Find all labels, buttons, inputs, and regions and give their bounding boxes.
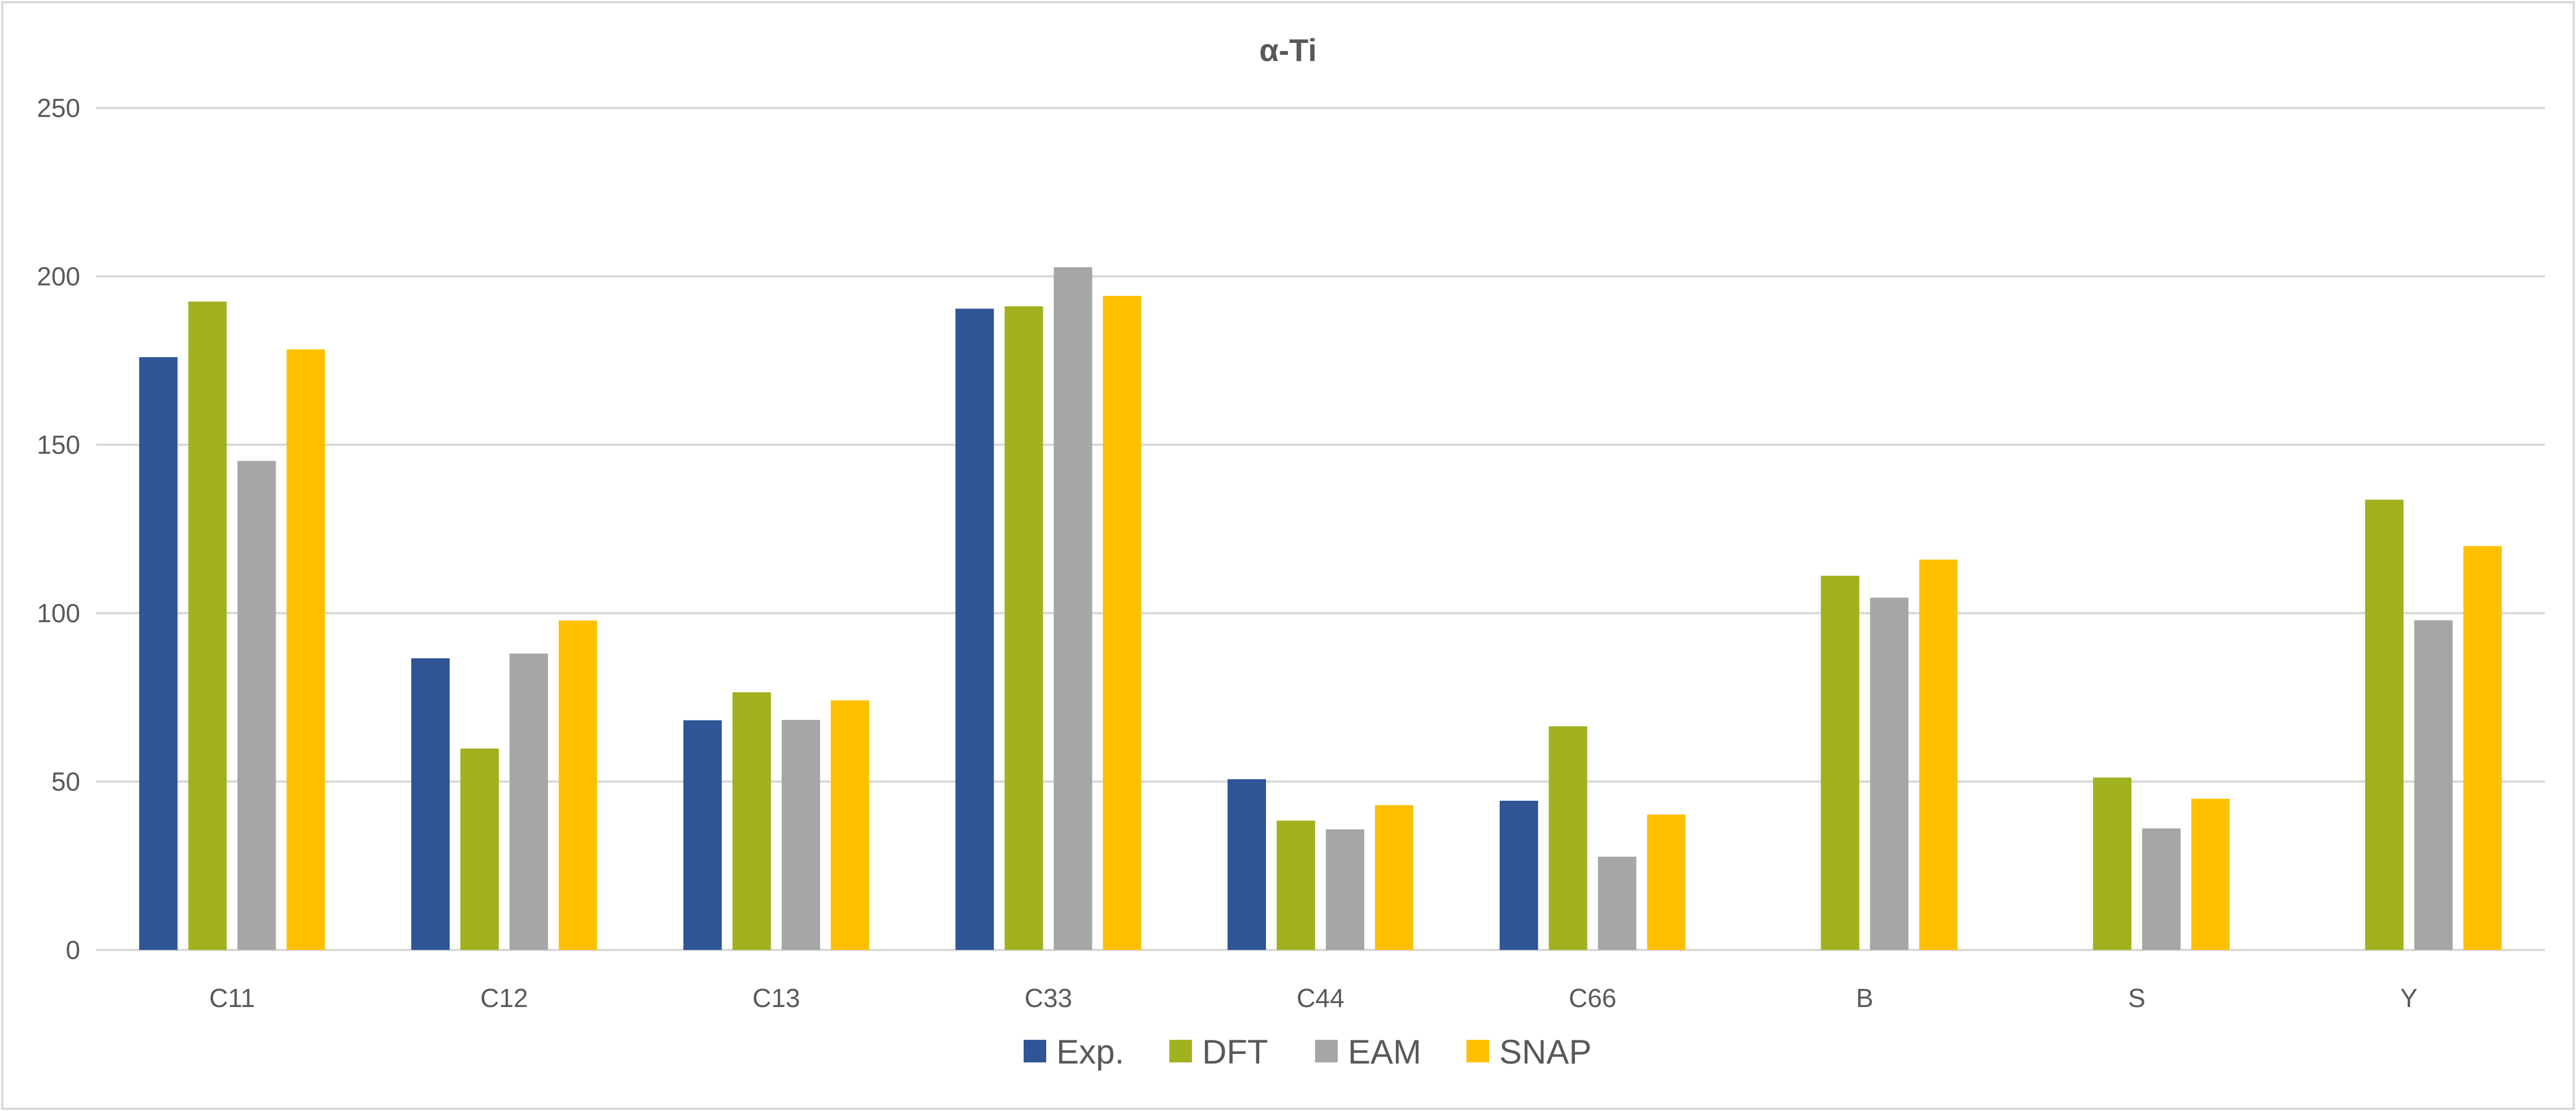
- y-tick-label: 200: [37, 262, 80, 291]
- bar-eam-s: [2142, 828, 2181, 950]
- x-tick-label: B: [1856, 983, 1873, 1013]
- x-tick-label: C33: [1025, 983, 1072, 1013]
- bar-exp-c44: [1228, 779, 1266, 950]
- x-tick-label: S: [2128, 983, 2146, 1013]
- x-tick-label: C44: [1296, 983, 1344, 1013]
- bar-exp-c11: [139, 357, 178, 950]
- bar-snap-c11: [286, 349, 325, 950]
- x-tick-label: C11: [209, 983, 255, 1013]
- y-tick-label: 0: [66, 935, 80, 965]
- legend-swatch: [1315, 1040, 1338, 1062]
- y-tick-label: 150: [37, 430, 80, 459]
- bar-dft-c44: [1277, 821, 1315, 950]
- y-tick-label: 50: [51, 767, 80, 796]
- bar-exp-c13: [683, 720, 722, 950]
- bar-eam-b: [1870, 597, 1909, 950]
- y-tick-label: 250: [37, 93, 80, 123]
- bar-eam-y: [2414, 620, 2453, 950]
- bar-dft-c13: [732, 692, 771, 950]
- bar-exp-c33: [955, 309, 994, 950]
- bar-dft-c11: [188, 301, 227, 951]
- x-tick-label: C66: [1569, 983, 1616, 1013]
- bar-eam-c12: [510, 653, 548, 950]
- bar-eam-c11: [237, 461, 276, 950]
- chart-title: α-Ti: [1259, 32, 1317, 68]
- bar-dft-c12: [460, 748, 499, 950]
- x-tick-label: Y: [2400, 983, 2418, 1013]
- bar-snap-c66: [1647, 814, 1686, 950]
- bar-snap-y: [2463, 546, 2502, 950]
- x-axis-labels: C11 C12 C13 C33 C44 C66 B S Y: [209, 983, 2417, 1013]
- legend-swatch: [1024, 1040, 1046, 1062]
- bar-eam-c66: [1598, 856, 1637, 950]
- x-tick-label: C12: [480, 983, 528, 1013]
- bar-snap-s: [2191, 798, 2230, 950]
- legend-label: Exp.: [1056, 1033, 1124, 1071]
- bar-exp-c66: [1499, 800, 1538, 950]
- bar-eam-c44: [1326, 829, 1364, 950]
- y-axis-ticks: 0 50 100 150 200 250: [37, 93, 80, 965]
- y-tick-label: 100: [37, 598, 80, 628]
- gridlines: [96, 107, 2545, 951]
- bar-eam-c13: [781, 719, 820, 950]
- bar-snap-b: [1919, 559, 1958, 950]
- bar-snap-c13: [830, 700, 869, 950]
- bar-snap-c44: [1375, 805, 1413, 950]
- bars: [139, 267, 2502, 951]
- bar-dft-c66: [1548, 726, 1587, 950]
- bar-eam-c33: [1054, 267, 1093, 951]
- bar-snap-c12: [559, 620, 597, 950]
- legend-label: EAM: [1348, 1033, 1421, 1071]
- legend-swatch: [1169, 1040, 1192, 1062]
- bar-dft-y: [2365, 500, 2404, 950]
- legend-swatch: [1467, 1040, 1489, 1062]
- bar-dft-c33: [1004, 306, 1043, 951]
- bar-exp-c12: [411, 658, 450, 950]
- legend: Exp. DFT EAM SNAP: [1024, 1033, 1591, 1071]
- bar-snap-c33: [1103, 296, 1142, 950]
- legend-label: SNAP: [1499, 1033, 1591, 1071]
- bar-dft-b: [1821, 575, 1860, 950]
- bar-dft-s: [2093, 777, 2131, 950]
- x-tick-label: C13: [752, 983, 800, 1013]
- legend-label: DFT: [1202, 1033, 1268, 1071]
